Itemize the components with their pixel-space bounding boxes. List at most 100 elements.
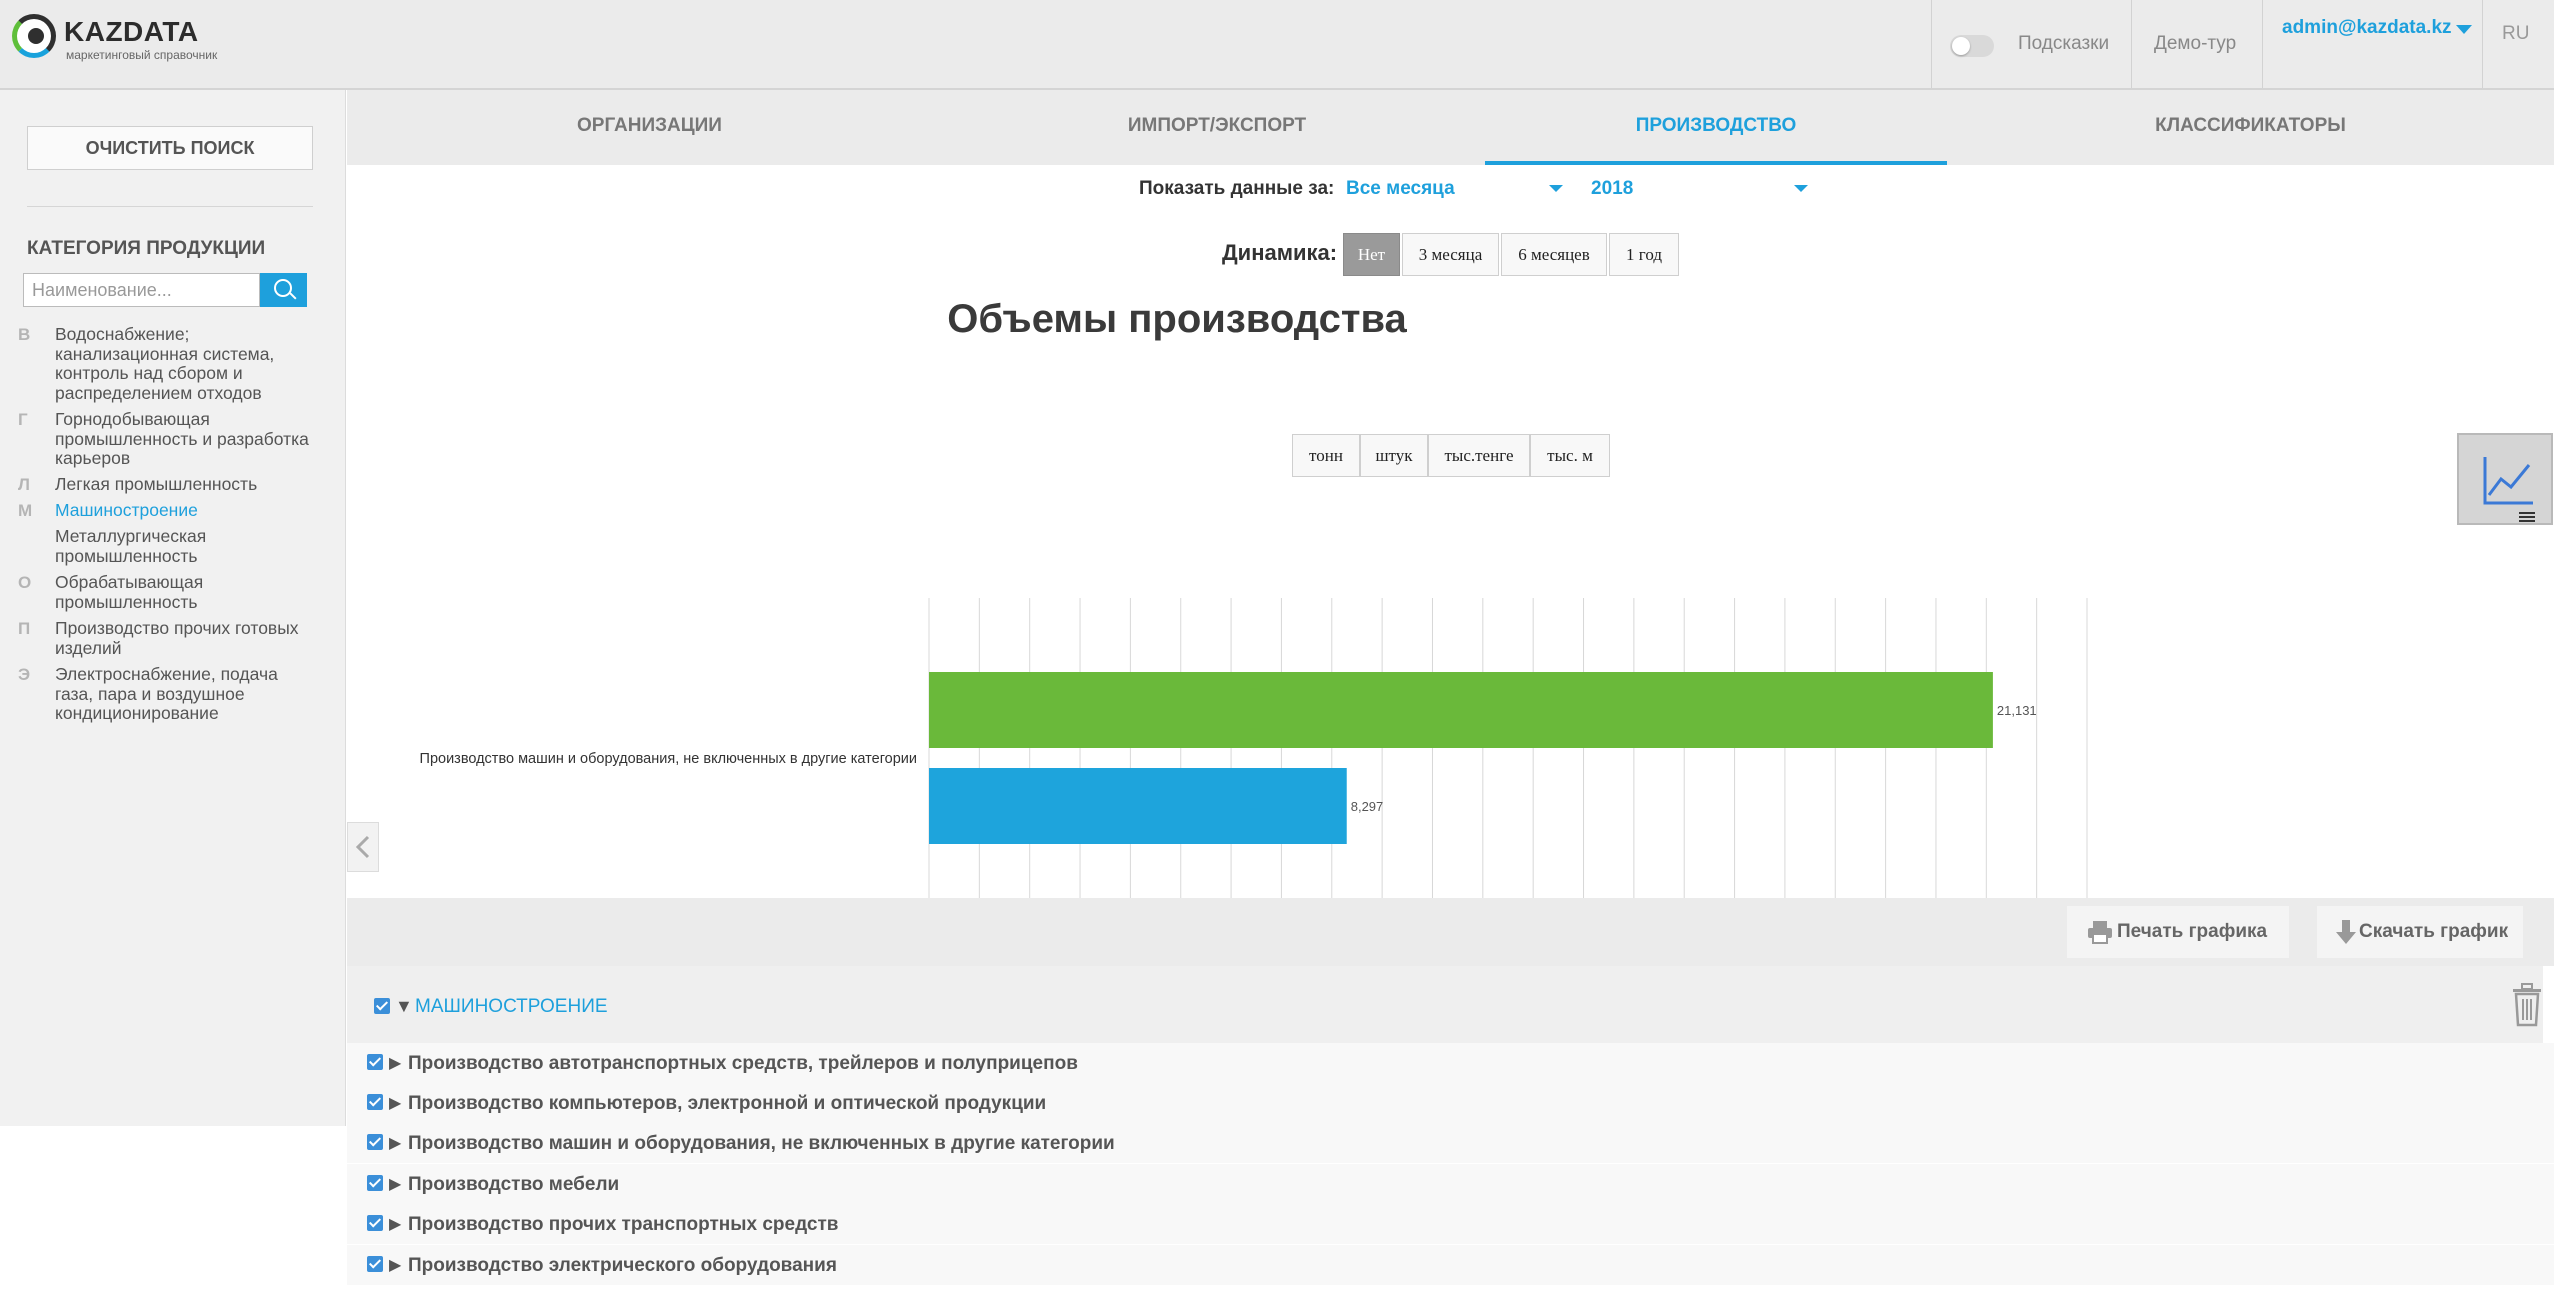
hints-label[interactable]: Подсказки <box>2018 33 2110 54</box>
category-label[interactable]: Обрабатывающая промышленность <box>55 572 204 612</box>
tab-organizations[interactable]: ОРГАНИЗАЦИИ <box>577 115 722 136</box>
top-header: KAZDATA маркетинговый справочник Подсказ… <box>0 0 2554 90</box>
demo-tour-link[interactable]: Демо-тур <box>2154 33 2237 54</box>
expand-right-icon[interactable]: ▶ <box>389 1216 402 1233</box>
subcategory-row[interactable]: ▶ Производство мебели <box>347 1164 2554 1204</box>
header-divider <box>2482 0 2483 88</box>
expand-right-icon[interactable]: ▶ <box>389 1135 402 1152</box>
category-letter: П <box>18 619 31 638</box>
section-title[interactable]: МАШИНОСТРОЕНИЕ <box>415 996 608 1017</box>
year-select[interactable]: 2018 <box>1591 178 1634 199</box>
row-checkbox[interactable] <box>367 1134 383 1150</box>
line-chart-icon <box>2483 457 2535 522</box>
row-checkbox[interactable] <box>367 1215 383 1231</box>
category-section-header: ▼ МАШИНОСТРОЕНИЕ <box>347 966 2543 1043</box>
header-divider <box>2262 0 2263 88</box>
language-switch[interactable]: RU <box>2502 23 2530 44</box>
category-item[interactable]: Л Легкая промышленность <box>0 474 346 497</box>
tab-classifiers[interactable]: КЛАССИФИКАТОРЫ <box>2155 115 2346 136</box>
header-divider <box>1931 0 1932 88</box>
bar-current-period <box>929 768 1347 844</box>
subcategory-row[interactable]: ▶ Производство компьютеров, электронной … <box>347 1083 2554 1123</box>
printer-icon <box>2088 921 2112 944</box>
row-label[interactable]: Производство прочих транспортных средств <box>408 1214 839 1235</box>
category-search-button[interactable] <box>260 273 307 307</box>
category-label[interactable]: Машиностроение <box>55 500 198 520</box>
expand-right-icon[interactable]: ▶ <box>389 1257 402 1274</box>
row-checkbox[interactable] <box>367 1256 383 1272</box>
chevron-down-icon[interactable] <box>2456 25 2472 34</box>
category-letter: О <box>18 573 32 592</box>
row-checkbox[interactable] <box>367 1175 383 1191</box>
category-label[interactable]: Электроснабжение, подача газа, пара и во… <box>55 664 278 723</box>
logo-subtitle: маркетинговый справочник <box>66 48 218 62</box>
user-menu[interactable]: admin@kazdata.kz <box>2282 17 2452 38</box>
category-label[interactable]: Водоснабжение; канализационная система, … <box>55 324 275 403</box>
expand-right-icon[interactable]: ▶ <box>389 1055 402 1072</box>
collapse-sidebar-button[interactable] <box>347 822 379 872</box>
hints-toggle[interactable] <box>1950 35 1994 57</box>
expand-down-icon[interactable]: ▼ <box>395 996 413 1016</box>
dynamics-3-months-button[interactable]: 3 месяца <box>1402 233 1499 276</box>
row-checkbox[interactable] <box>367 1054 383 1070</box>
unit-thousand-m-button[interactable]: тыс. м <box>1530 434 1610 477</box>
y-category-label: Производство машин и оборудования, не вк… <box>420 751 917 767</box>
trash-icon[interactable] <box>2511 983 2543 1027</box>
subcategory-row[interactable]: ▶ Производство электрического оборудован… <box>347 1245 2554 1285</box>
expand-right-icon[interactable]: ▶ <box>389 1095 402 1112</box>
dynamics-1-year-button[interactable]: 1 год <box>1609 233 1679 276</box>
search-icon <box>274 279 292 297</box>
dynamics-6-months-button[interactable]: 6 месяцев <box>1501 233 1607 276</box>
row-label[interactable]: Производство электрического оборудования <box>408 1255 837 1276</box>
category-item[interactable]: Э Электроснабжение, подача газа, пара и … <box>0 664 346 727</box>
unit-pieces-button[interactable]: штук <box>1360 434 1428 477</box>
row-label[interactable]: Производство машин и оборудования, не вк… <box>408 1133 1115 1154</box>
bar-year-ago <box>929 672 1993 748</box>
row-label[interactable]: Производство автотранспортных средств, т… <box>408 1053 1078 1074</box>
row-label[interactable]: Производство компьютеров, электронной и … <box>408 1093 1047 1114</box>
category-item[interactable]: Г Горнодобывающая промышленность и разра… <box>0 409 346 470</box>
search-icon-handle <box>289 292 297 300</box>
subcategory-row[interactable]: ▶ Производство машин и оборудования, не … <box>347 1123 2554 1163</box>
chart-type-button[interactable] <box>2457 433 2553 525</box>
expand-right-icon[interactable]: ▶ <box>389 1176 402 1193</box>
category-label[interactable]: Горнодобывающая промышленность и разрабо… <box>55 409 309 468</box>
category-label[interactable]: Металлургическая промышленность <box>55 526 207 566</box>
subcategory-row[interactable]: ▶ Производство прочих транспортных средс… <box>347 1204 2554 1244</box>
category-label[interactable]: Легкая промышленность <box>55 474 258 494</box>
category-letter: Э <box>18 665 31 684</box>
unit-thousand-tenge-button[interactable]: тыс.тенге <box>1428 434 1530 477</box>
category-item[interactable]: Металлургическая промышленность <box>0 526 346 569</box>
section-checkbox[interactable] <box>374 998 390 1014</box>
sidebar-divider <box>27 206 313 207</box>
chevron-down-icon[interactable] <box>1794 185 1808 192</box>
category-title: КАТЕГОРИЯ ПРОДУКЦИИ <box>27 238 266 259</box>
clear-search-button[interactable]: ОЧИСТИТЬ ПОИСК <box>27 126 313 170</box>
tab-bar: ОРГАНИЗАЦИИ ИМПОРТ/ЭКСПОРТ ПРОИЗВОДСТВО … <box>347 90 2554 165</box>
category-letter: Л <box>18 475 30 494</box>
category-letter: В <box>18 325 31 344</box>
unit-tons-button[interactable]: тонн <box>1292 434 1360 477</box>
subcategory-row[interactable]: ▶ Производство автотранспортных средств,… <box>347 1043 2554 1083</box>
logo-name: KAZDATA <box>64 16 199 47</box>
months-select[interactable]: Все месяца <box>1346 178 1455 199</box>
category-search-input[interactable] <box>23 273 260 307</box>
category-item[interactable]: П Производство прочих готовых изделий <box>0 618 346 661</box>
category-item[interactable]: В Водоснабжение; канализационная система… <box>0 324 346 405</box>
category-item-active[interactable]: М Машиностроение <box>0 500 346 523</box>
print-chart-button[interactable]: Печать графика <box>2067 906 2289 958</box>
dynamics-none-button[interactable]: Нет <box>1343 233 1400 276</box>
print-chart-label: Печать графика <box>2117 921 2268 942</box>
category-label[interactable]: Производство прочих готовых изделий <box>55 618 299 658</box>
category-letter: Г <box>18 410 28 429</box>
chevron-down-icon[interactable] <box>1549 185 1563 192</box>
chart-title: Объемы производства <box>947 297 1407 341</box>
row-label[interactable]: Производство мебели <box>408 1174 620 1195</box>
tab-import-export[interactable]: ИМПОРТ/ЭКСПОРТ <box>1127 115 1307 136</box>
tab-production[interactable]: ПРОИЗВОДСТВО <box>1485 90 1947 165</box>
category-item[interactable]: О Обрабатывающая промышленность <box>0 572 346 615</box>
download-chart-label: Скачать график <box>2359 921 2509 942</box>
category-letter: М <box>18 501 33 520</box>
download-chart-button[interactable]: Скачать график <box>2317 906 2523 958</box>
row-checkbox[interactable] <box>367 1094 383 1110</box>
